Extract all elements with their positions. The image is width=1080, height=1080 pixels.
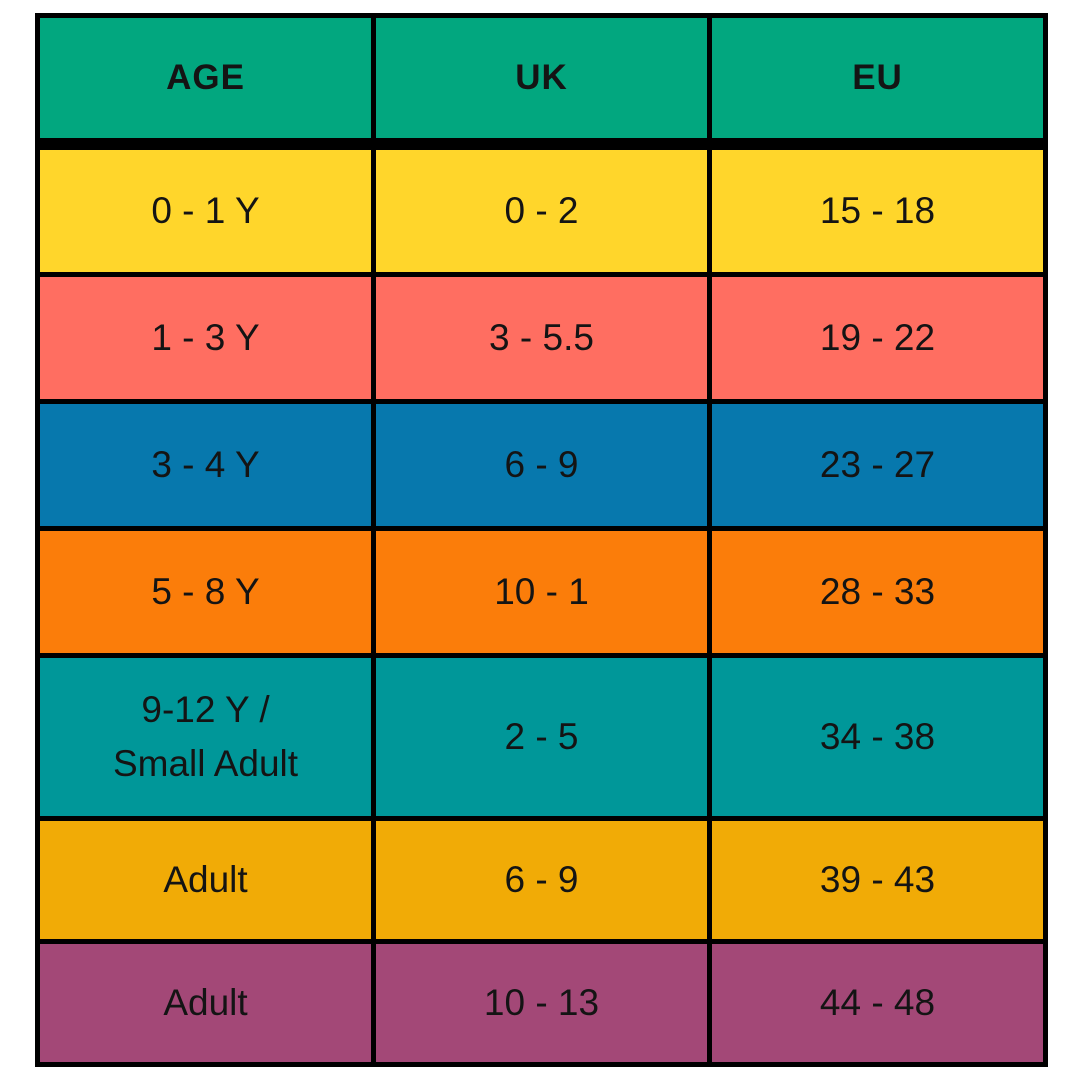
age-value: Adult <box>163 859 248 901</box>
uk-cell: 0 - 2 <box>376 150 707 272</box>
uk-value: 3 - 5.5 <box>489 317 594 359</box>
age-cell: Adult <box>40 821 371 939</box>
age-cell: 5 - 8 Y <box>40 531 371 653</box>
age-value: 0 - 1 Y <box>151 190 260 232</box>
table-row: 0 - 1 Y 0 - 2 15 - 18 <box>40 150 1043 272</box>
header-label-uk: UK <box>515 57 568 97</box>
uk-cell: 10 - 13 <box>376 944 707 1062</box>
age-value: 1 - 3 Y <box>151 317 260 359</box>
age-cell: 1 - 3 Y <box>40 277 371 399</box>
eu-cell: 28 - 33 <box>712 531 1043 653</box>
uk-cell: 2 - 5 <box>376 658 707 816</box>
eu-value: 28 - 33 <box>819 571 936 613</box>
age-value: 5 - 8 Y <box>151 571 260 613</box>
eu-cell: 15 - 18 <box>712 150 1043 272</box>
age-cell: Adult <box>40 944 371 1062</box>
header-label-eu: EU <box>852 57 903 97</box>
header-cell-uk: UK <box>376 18 707 138</box>
eu-value: 19 - 22 <box>819 317 936 359</box>
uk-value: 6 - 9 <box>504 444 579 486</box>
uk-cell: 6 - 9 <box>376 821 707 939</box>
uk-value: 0 - 2 <box>504 190 579 232</box>
eu-value: 15 - 18 <box>819 190 936 232</box>
eu-value: 23 - 27 <box>819 444 936 486</box>
uk-value: 10 - 1 <box>494 571 589 613</box>
eu-cell: 19 - 22 <box>712 277 1043 399</box>
eu-value: 39 - 43 <box>819 859 936 901</box>
eu-cell: 23 - 27 <box>712 404 1043 526</box>
header-label-age: AGE <box>166 57 245 97</box>
table-row: Adult 6 - 9 39 - 43 <box>40 821 1043 939</box>
header-cell-age: AGE <box>40 18 371 138</box>
eu-cell: 34 - 38 <box>712 658 1043 816</box>
uk-value: 2 - 5 <box>504 716 579 758</box>
uk-cell: 10 - 1 <box>376 531 707 653</box>
uk-cell: 6 - 9 <box>376 404 707 526</box>
header-cell-eu: EU <box>712 18 1043 138</box>
eu-value: 44 - 48 <box>819 982 936 1024</box>
eu-cell: 44 - 48 <box>712 944 1043 1062</box>
uk-cell: 3 - 5.5 <box>376 277 707 399</box>
table-row: 3 - 4 Y 6 - 9 23 - 27 <box>40 404 1043 526</box>
eu-cell: 39 - 43 <box>712 821 1043 939</box>
size-conversion-table: AGE UK EU 0 - 1 Y 0 - 2 15 - 18 1 - 3 Y <box>35 13 1048 1067</box>
age-cell: 9-12 Y / Small Adult <box>40 658 371 816</box>
age-cell: 0 - 1 Y <box>40 150 371 272</box>
uk-value: 10 - 13 <box>483 982 600 1024</box>
table-row: Adult 10 - 13 44 - 48 <box>40 944 1043 1062</box>
age-value: Adult <box>163 982 248 1024</box>
age-value: 3 - 4 Y <box>151 444 260 486</box>
age-cell: 3 - 4 Y <box>40 404 371 526</box>
table-header-row: AGE UK EU <box>40 18 1043 138</box>
uk-value: 6 - 9 <box>504 859 579 901</box>
eu-value: 34 - 38 <box>819 716 936 758</box>
table-row: 5 - 8 Y 10 - 1 28 - 33 <box>40 531 1043 653</box>
table-row: 1 - 3 Y 3 - 5.5 19 - 22 <box>40 277 1043 399</box>
table-row: 9-12 Y / Small Adult 2 - 5 34 - 38 <box>40 658 1043 816</box>
age-value: 9-12 Y / Small Adult <box>112 689 299 784</box>
